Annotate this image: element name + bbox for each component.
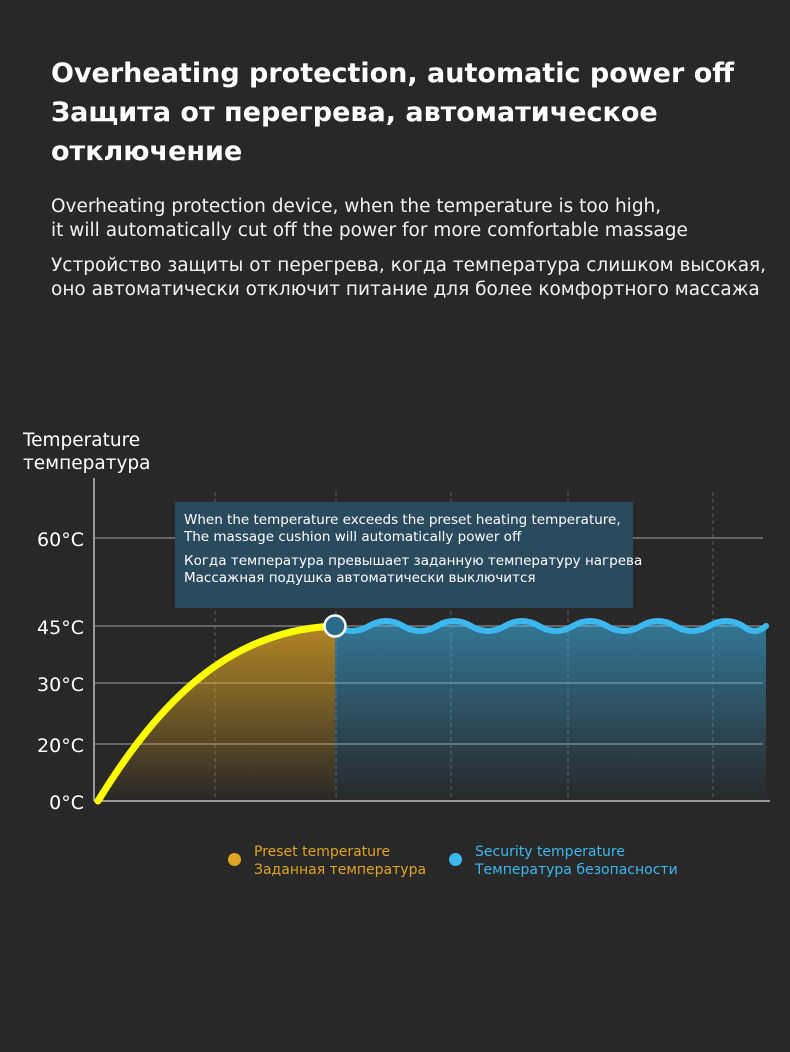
- legend-security-ru: Температура безопасности: [475, 862, 678, 878]
- legend-dot-preset-icon: [228, 853, 241, 866]
- y-tick-label: 60°C: [37, 529, 84, 551]
- chart-axes: [93, 478, 770, 802]
- title-russian-line1: Защита от перегрева, автоматическое: [51, 97, 658, 128]
- y-tick-labels: 0°C 20°C 30°C 45°C 60°C: [37, 529, 84, 810]
- page-title: Overheating protection, automatic power …: [51, 54, 771, 171]
- overheat-annotation-box: When the temperature exceeds the preset …: [175, 502, 643, 608]
- description-russian: Устройство защиты от перегрева, когда те…: [51, 254, 771, 302]
- y-tick-label: 30°C: [37, 674, 84, 696]
- legend-security-en: Security temperature: [475, 844, 625, 860]
- y-tick-label: 45°C: [37, 617, 84, 639]
- description-ru-line1: Устройство защиты от перегрева, когда те…: [51, 255, 767, 276]
- annotation-en-line1: When the temperature exceeds the preset …: [184, 512, 621, 528]
- security-temperature-line: [332, 618, 769, 634]
- title-english: Overheating protection, automatic power …: [51, 58, 735, 89]
- description-en-line1: Overheating protection device, when the …: [51, 196, 662, 217]
- description-en-line2: it will automatically cut off the power …: [51, 220, 688, 241]
- y-axis-title-en: Temperature: [23, 430, 141, 451]
- annotation-ru-line2: Массажная подушка автоматически выключит…: [184, 570, 536, 586]
- y-tick-label: 0°C: [49, 792, 84, 810]
- legend-preset-en: Preset temperature: [254, 844, 391, 860]
- title-russian-line2: отключение: [51, 136, 243, 167]
- annotation-en-line2: The massage cushion will automatically p…: [184, 529, 522, 545]
- preset-temperature-line: [94, 622, 339, 805]
- annotation-ru-line1: Когда температура превышает заданную тем…: [184, 553, 643, 569]
- y-axis-title: Temperature температура: [23, 429, 150, 475]
- temperature-chart: 0°C 20°C 30°C 45°C 60°C: [37, 478, 770, 810]
- preset-area-fill: [98, 626, 335, 801]
- description-ru-line2: оно автоматически отключит питание для б…: [51, 279, 760, 300]
- y-tick-label: 20°C: [37, 735, 84, 757]
- y-axis-title-ru: температура: [23, 453, 151, 474]
- legend-dot-security-icon: [449, 853, 462, 866]
- series-lines: [94, 614, 769, 805]
- legend-preset-ru: Заданная температура: [254, 862, 427, 878]
- area-fills: [98, 621, 766, 801]
- switchover-point-marker: [323, 614, 347, 638]
- security-area-fill: [335, 621, 766, 801]
- description-english: Overheating protection device, when the …: [51, 195, 771, 243]
